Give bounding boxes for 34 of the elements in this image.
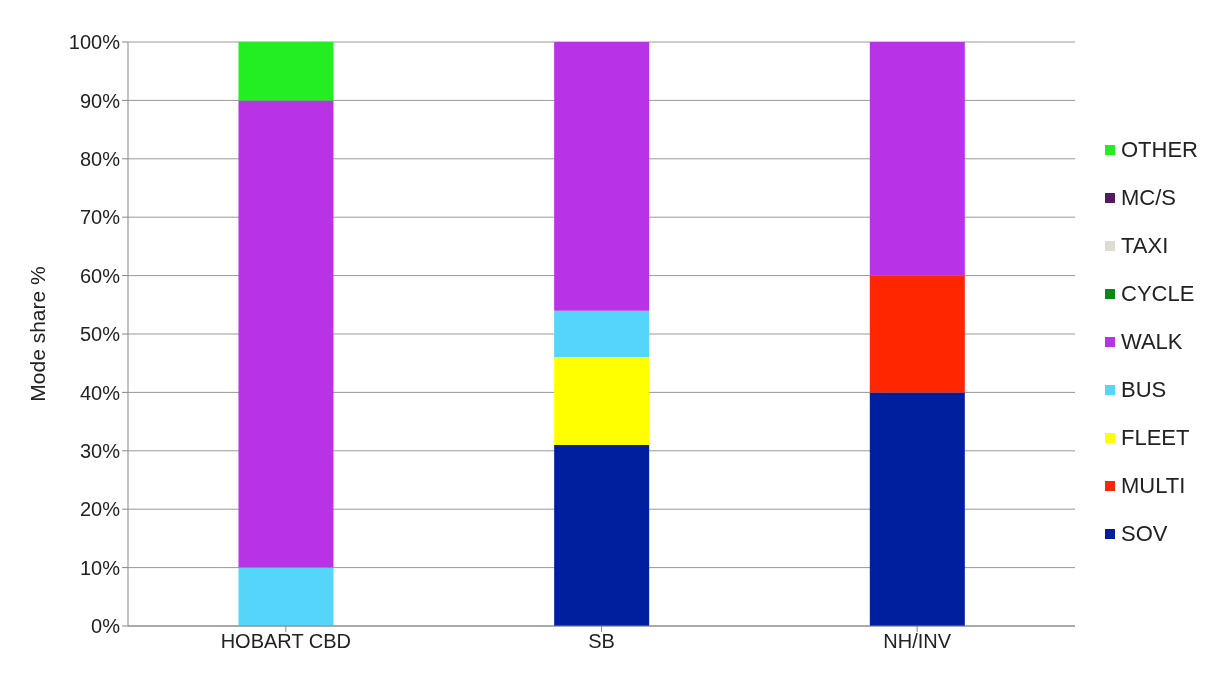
legend-label: MC/S <box>1120 185 1177 211</box>
legend-label: CYCLE <box>1120 281 1196 307</box>
bar <box>554 357 650 445</box>
bar <box>869 392 965 626</box>
bar <box>238 567 334 626</box>
legend-label: FLEET <box>1120 425 1191 451</box>
bar <box>869 275 965 393</box>
bar <box>238 42 334 101</box>
y-tick-label: 90% <box>79 89 121 112</box>
legend-label: OTHER <box>1120 137 1198 163</box>
bar <box>238 100 334 568</box>
legend-label: TAXI <box>1120 233 1170 259</box>
y-tick-label: 30% <box>79 439 121 462</box>
y-tick-label: 10% <box>79 556 121 579</box>
bar <box>554 310 650 358</box>
x-tick-label: SB <box>588 630 615 653</box>
bar <box>554 42 650 311</box>
bar <box>869 42 965 276</box>
y-axis-title: Mode share % <box>26 266 50 402</box>
y-tick-label: 40% <box>79 381 121 404</box>
y-tick-label: 70% <box>79 206 121 229</box>
x-tick-label: NH/INV <box>883 630 952 653</box>
y-tick-label: 60% <box>79 264 121 287</box>
y-tick-label: 100% <box>68 31 121 54</box>
y-tick-label: 50% <box>79 323 121 346</box>
legend-label: MULTI <box>1120 473 1187 499</box>
legend-label: BUS <box>1120 377 1168 403</box>
legend-label: SOV <box>1120 521 1169 547</box>
bar <box>554 444 650 626</box>
y-tick-label: 80% <box>79 147 121 170</box>
y-tick-label: 0% <box>91 615 121 638</box>
legend-label: WALK <box>1120 329 1184 355</box>
y-tick-label: 20% <box>79 498 121 521</box>
x-tick-label: HOBART CBD <box>220 630 352 653</box>
